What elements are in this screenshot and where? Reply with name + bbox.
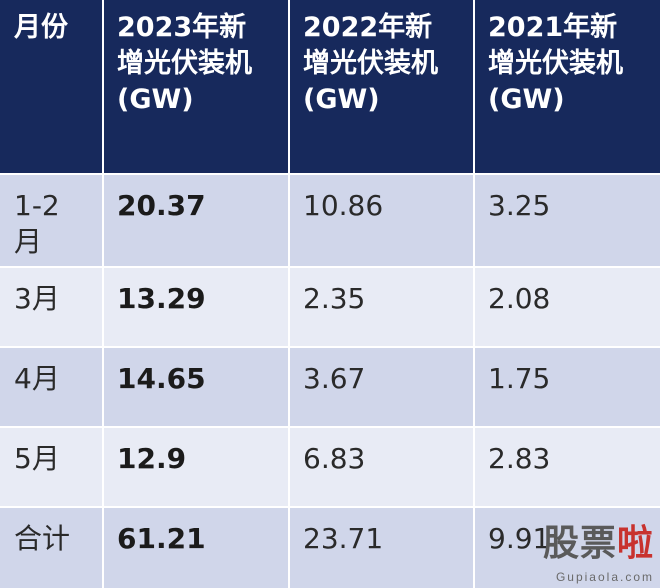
header-2021: 2021年新增光伏装机(GW) bbox=[474, 0, 660, 174]
header-2023: 2023年新增光伏装机(GW) bbox=[103, 0, 289, 174]
value-2023-total: 61.21 bbox=[103, 507, 289, 588]
watermark-chinese-text: 股票啦 bbox=[543, 522, 654, 564]
gupiaola-watermark-logo: 股票啦 Gupiaola.com bbox=[528, 522, 654, 584]
row-label: 5月 bbox=[0, 427, 103, 507]
row-divider bbox=[0, 506, 660, 508]
value-2023: 14.65 bbox=[103, 347, 289, 427]
value-2021: 2.83 bbox=[474, 427, 660, 507]
watermark-text-part2: 啦 bbox=[616, 522, 654, 564]
value-2021-total: 9.91 bbox=[474, 507, 660, 588]
row-divider bbox=[0, 173, 660, 175]
value-2022: 10.86 bbox=[289, 174, 474, 267]
value-2022-total: 23.71 bbox=[289, 507, 474, 588]
row-divider bbox=[0, 346, 660, 348]
row-label: 4月 bbox=[0, 347, 103, 427]
value-2023: 12.9 bbox=[103, 427, 289, 507]
value-2022: 3.67 bbox=[289, 347, 474, 427]
row-label: 3月 bbox=[0, 267, 103, 347]
header-month: 月份 bbox=[0, 0, 103, 174]
column-divider bbox=[473, 0, 475, 588]
row-label-total: 合计 bbox=[0, 507, 103, 588]
value-2021: 2.08 bbox=[474, 267, 660, 347]
value-2023: 20.37 bbox=[103, 174, 289, 267]
value-2023: 13.29 bbox=[103, 267, 289, 347]
value-2022: 2.35 bbox=[289, 267, 474, 347]
watermark-domain: Gupiaola.com bbox=[555, 570, 654, 584]
value-2021: 3.25 bbox=[474, 174, 660, 267]
watermark-text-part1: 股票 bbox=[542, 522, 617, 564]
row-divider bbox=[0, 266, 660, 268]
value-2022: 6.83 bbox=[289, 427, 474, 507]
column-divider bbox=[102, 0, 104, 588]
column-divider bbox=[288, 0, 290, 588]
header-2022: 2022年新增光伏装机(GW) bbox=[289, 0, 474, 174]
row-label: 1-2月 bbox=[0, 174, 103, 267]
value-2021: 1.75 bbox=[474, 347, 660, 427]
row-divider bbox=[0, 426, 660, 428]
